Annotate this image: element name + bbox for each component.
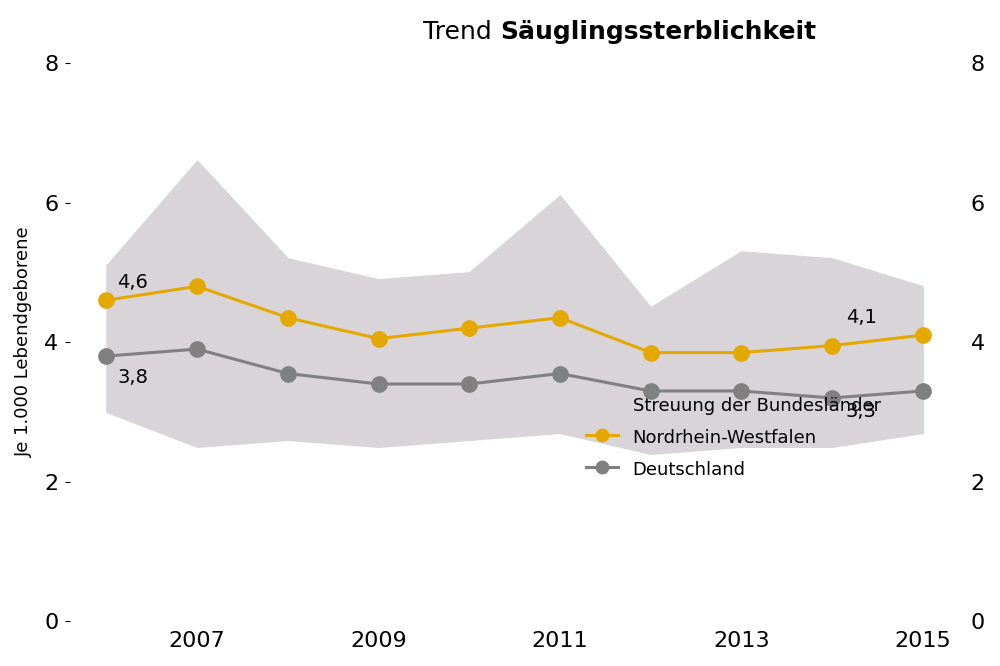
Text: Säuglingssterblichkeit: Säuglingssterblichkeit (500, 20, 816, 44)
Text: 3,8: 3,8 (117, 368, 148, 386)
Text: 4,6: 4,6 (117, 272, 148, 292)
Legend: Streuung der Bundesländer, Nordrhein-Westfalen, Deutschland: Streuung der Bundesländer, Nordrhein-Wes… (586, 396, 881, 479)
Y-axis label: Je 1.000 Lebendgeborene: Je 1.000 Lebendgeborene (15, 227, 33, 458)
Text: Trend: Trend (423, 20, 500, 44)
Text: 3,3: 3,3 (846, 402, 876, 422)
Text: 4,1: 4,1 (846, 308, 876, 326)
